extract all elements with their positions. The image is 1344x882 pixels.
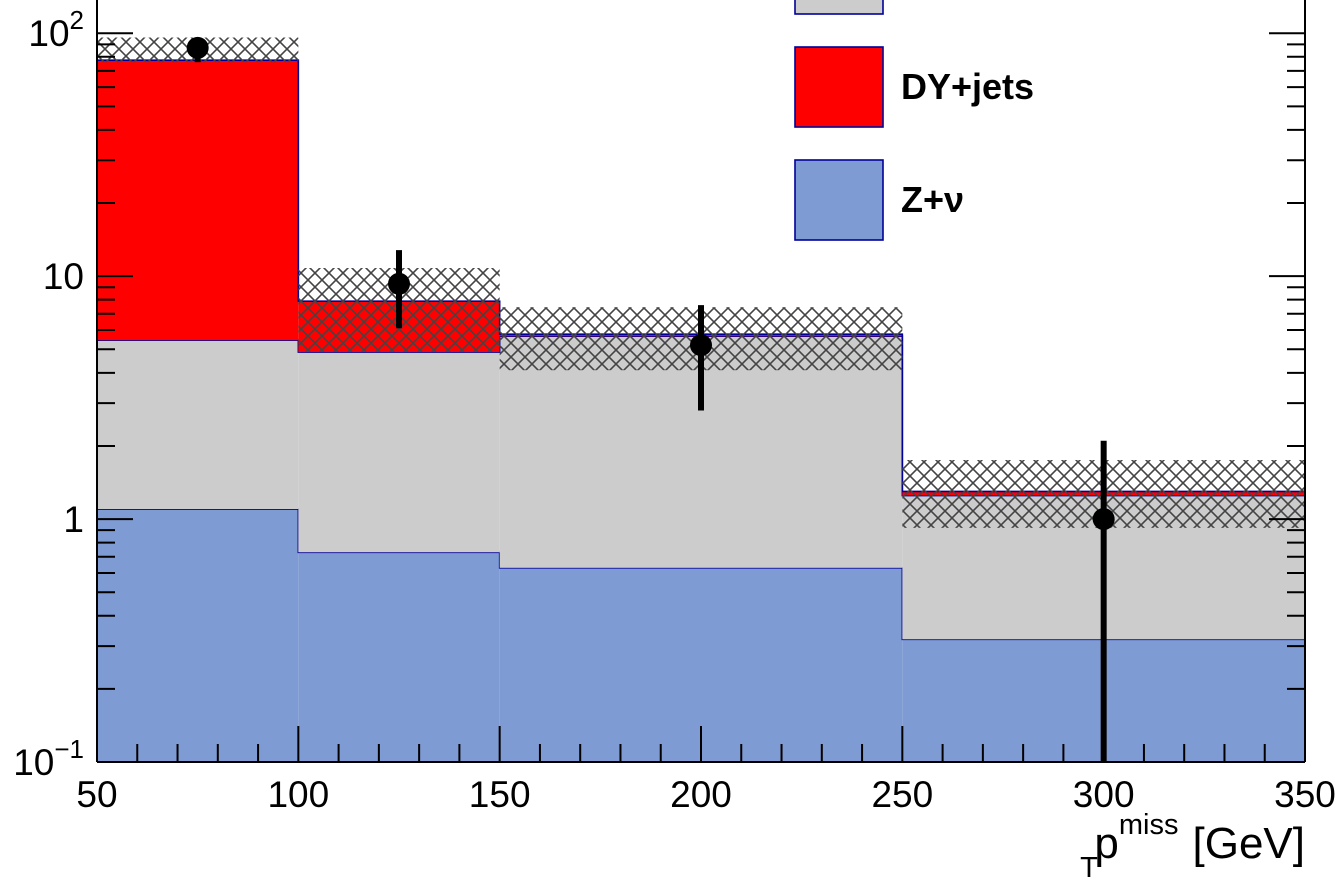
- y-tick-label: 10: [43, 256, 84, 297]
- x-title-sub: T: [1080, 852, 1098, 882]
- y-tick-exponent: −1: [54, 734, 84, 764]
- y-tick-label: 102: [28, 5, 84, 54]
- histogram-bar: [97, 60, 299, 341]
- legend-label: Z+ν: [901, 179, 964, 220]
- x-tick-label: 300: [1073, 774, 1135, 815]
- y-tick-base: 10: [13, 742, 54, 783]
- histogram-bar: [97, 509, 299, 762]
- legend-swatch: [794, 46, 884, 128]
- x-axis-title: pmiss [GeV]: [1094, 809, 1305, 868]
- x-title-base: p: [1094, 819, 1118, 868]
- data-point: [690, 334, 712, 357]
- data-point: [186, 36, 209, 59]
- histogram-bar: [298, 552, 500, 762]
- x-tick-label: 150: [469, 774, 531, 815]
- legend-swatch: [794, 159, 884, 241]
- y-tick-exponent: 2: [70, 5, 84, 35]
- y-tick-label: 1: [63, 499, 84, 540]
- x-tick-label: 50: [76, 774, 117, 815]
- x-tick-label: 100: [267, 774, 329, 815]
- histogram-bar: [298, 352, 500, 553]
- x-title-unit: [GeV]: [1193, 819, 1306, 868]
- x-title-sup: miss: [1119, 809, 1179, 841]
- legend-label: DY+jets: [901, 66, 1034, 107]
- x-tick-label: 350: [1274, 774, 1336, 815]
- x-tick-label: 250: [871, 774, 933, 815]
- y-tick-label: 10−1: [13, 734, 84, 783]
- x-tick-label: 200: [670, 774, 732, 815]
- data-point: [1092, 508, 1115, 531]
- data-point: [388, 272, 410, 295]
- legend-swatch: [794, 0, 884, 15]
- histogram-bar: [97, 340, 299, 510]
- y-tick-base: 10: [28, 13, 69, 54]
